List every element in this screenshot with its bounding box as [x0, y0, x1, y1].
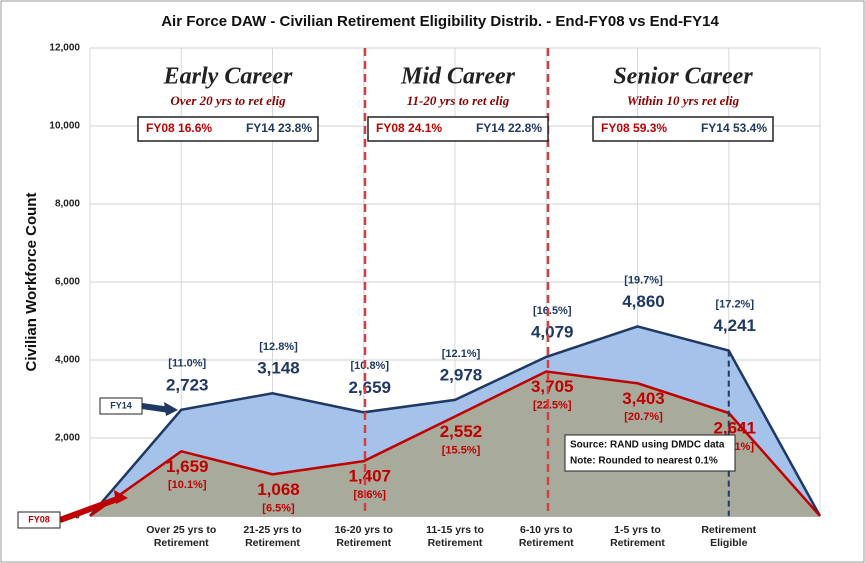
value-label: 2,659	[348, 378, 391, 397]
share-label: [10.8%]	[350, 360, 389, 372]
share-label: [8.6%]	[354, 489, 387, 501]
x-tick-label: 11-15 yrs to Retirement	[426, 524, 484, 549]
value-label: 2,641	[713, 418, 756, 437]
region-title: Mid Career	[400, 64, 516, 90]
region-box	[592, 116, 774, 142]
legend-label: FY14	[110, 400, 132, 410]
share-label: [11.0%]	[168, 358, 206, 370]
value-label: 4,241	[713, 316, 756, 335]
value-label: 2,552	[440, 422, 483, 441]
share-label: [19.7%]	[624, 274, 663, 286]
region-fy08: FY08 16.6%	[146, 121, 212, 135]
y-tick-label: 4,000	[55, 355, 80, 366]
value-label: 1,407	[348, 467, 391, 486]
y-tick-label: 6,000	[55, 277, 80, 288]
note-text: Source: RAND using DMDC data	[570, 440, 725, 451]
value-label: 3,148	[257, 359, 300, 378]
x-tick-label: Over 25 yrs to Retirement	[146, 524, 217, 549]
share-label: [10.1%]	[168, 479, 207, 491]
region-subtitle: Within 10 yrs ret elig	[627, 93, 740, 108]
legend-label: FY08	[28, 514, 50, 524]
legend-box	[99, 397, 143, 415]
value-label: 4,860	[622, 292, 665, 311]
region-fy08: FY08 24.1%	[376, 121, 442, 135]
region-fy14: FY14 53.4%	[701, 121, 767, 135]
series-line	[89, 325, 822, 517]
share-label: [16.5%]	[533, 305, 572, 317]
x-tick-label: 6-10 yrs to Retirement	[518, 524, 574, 549]
value-label: 2,723	[166, 375, 209, 394]
note-text: Note: Rounded to nearest 0.1%	[570, 456, 718, 467]
y-axis-label: Civilian Workforce Count	[23, 193, 40, 372]
value-label: 3,705	[531, 377, 574, 396]
value-label: 1,068	[257, 480, 300, 499]
legend-arrowhead	[164, 402, 178, 416]
y-tick-label: 12,000	[49, 43, 80, 54]
value-label: 3,403	[622, 389, 665, 408]
y-tick-label: 10,000	[49, 121, 80, 132]
share-label: [15.5%]	[442, 444, 481, 456]
share-label: [6.5%]	[262, 502, 295, 514]
share-label: [17.2%]	[715, 299, 754, 311]
legend-box	[17, 511, 61, 529]
legend-arrowhead	[114, 490, 128, 504]
area-fill	[90, 371, 820, 516]
region-title: Senior Career	[613, 64, 753, 90]
series-line	[89, 370, 821, 518]
share-label: [22.5%]	[533, 399, 572, 411]
y-tick-label: 8,000	[55, 199, 80, 210]
share-label: [12.8%]	[259, 341, 298, 353]
region-subtitle: 11-20 yrs to ret elig	[407, 93, 510, 108]
note-box	[564, 434, 736, 472]
value-label: 1,659	[166, 457, 209, 476]
y-tick-label: 2,000	[55, 433, 80, 444]
region-box	[367, 116, 549, 142]
x-tick-label: 21-25 yrs to Retirement	[243, 524, 302, 549]
region-fy14: FY14 22.8%	[476, 121, 542, 135]
region-box	[137, 116, 319, 142]
value-label: 4,079	[531, 322, 574, 341]
x-tick-label: 1-5 yrs to Retirement	[610, 524, 665, 549]
x-tick-label: 16-20 yrs to Retirement	[334, 524, 393, 549]
region-title: Early Career	[163, 64, 293, 90]
share-label: [12.1%]	[442, 348, 481, 360]
chart-title: Air Force DAW - Civilian Retirement Elig…	[161, 13, 719, 30]
share-label: [20.7%]	[624, 411, 663, 423]
region-fy14: FY14 23.8%	[246, 121, 312, 135]
region-subtitle: Over 20 yrs to ret elig	[170, 93, 286, 108]
region-fy08: FY08 59.3%	[601, 121, 667, 135]
value-label: 2,978	[440, 365, 483, 384]
x-tick-label: Retirement Eligible	[701, 524, 757, 549]
legend-arrow	[58, 495, 122, 523]
